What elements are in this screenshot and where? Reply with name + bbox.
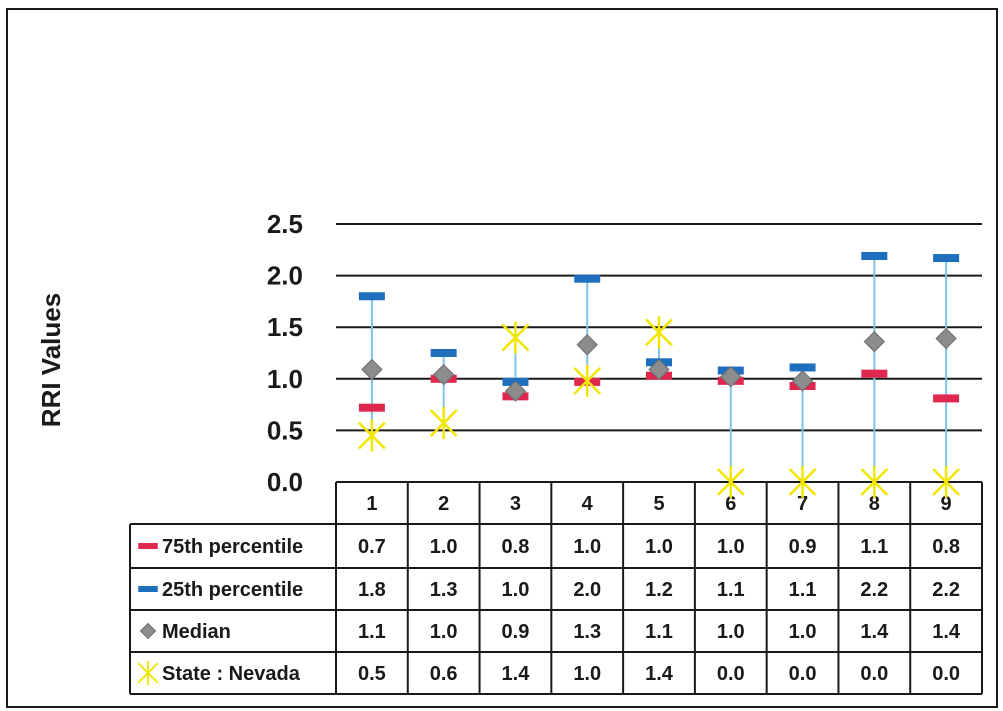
legend-label: State : Nevada bbox=[162, 663, 301, 685]
point-state-nevada bbox=[645, 316, 673, 349]
table-cell: 1.1 bbox=[358, 621, 386, 643]
table-cell: 1.4 bbox=[645, 663, 674, 685]
point-25th-percentile bbox=[861, 251, 888, 260]
point-25th-percentile bbox=[789, 363, 816, 372]
table-cell: 2.2 bbox=[860, 579, 888, 601]
table-cell: 1.3 bbox=[430, 579, 458, 601]
table-cell: 2.0 bbox=[573, 579, 601, 601]
data-table bbox=[129, 481, 983, 695]
point-25th-percentile bbox=[358, 292, 385, 301]
y-tick-label: 1.5 bbox=[267, 312, 303, 342]
point-state-nevada bbox=[358, 419, 386, 452]
table-cell: 1.1 bbox=[717, 579, 745, 601]
category-label: 1 bbox=[366, 493, 377, 515]
table-cell: 1.1 bbox=[860, 536, 888, 558]
category-label: 9 bbox=[941, 493, 952, 515]
legend-label: Median bbox=[162, 621, 231, 643]
table-cell: 1.1 bbox=[645, 621, 673, 643]
y-tick-label: 0.5 bbox=[267, 415, 303, 445]
point-state-nevada bbox=[716, 466, 745, 498]
table-cell: 1.0 bbox=[430, 621, 458, 643]
table-cell: 0.5 bbox=[358, 663, 386, 685]
table-cell: 1.8 bbox=[358, 579, 386, 601]
point-median bbox=[720, 366, 742, 388]
table-cell: 0.0 bbox=[717, 663, 745, 685]
table-cell: 1.2 bbox=[645, 579, 673, 601]
category-label: 4 bbox=[582, 493, 594, 515]
table-cell: 1.0 bbox=[717, 621, 745, 643]
category-label: 5 bbox=[653, 493, 664, 515]
table-cell: 1.0 bbox=[573, 536, 601, 558]
category-label: 3 bbox=[510, 493, 521, 515]
table-cell: 0.6 bbox=[430, 663, 458, 685]
table-cell: 1.0 bbox=[430, 536, 458, 558]
point-state-nevada bbox=[932, 466, 960, 498]
point-median bbox=[432, 363, 455, 386]
legend-label: 25th percentile bbox=[162, 579, 303, 601]
point-state-nevada bbox=[788, 466, 817, 498]
table-cell: 2.2 bbox=[932, 579, 960, 601]
legend-label: 75th percentile bbox=[162, 536, 303, 558]
point-median bbox=[361, 358, 383, 381]
table-cell: 1.0 bbox=[717, 536, 745, 558]
table-cell: 1.0 bbox=[573, 663, 601, 685]
legend-marker bbox=[137, 661, 159, 685]
point-state-nevada bbox=[501, 321, 530, 354]
table-cell: 1.4 bbox=[860, 621, 889, 643]
point-25th-percentile bbox=[430, 349, 457, 357]
legend-marker bbox=[139, 622, 157, 640]
point-75th-percentile bbox=[933, 394, 960, 403]
point-median bbox=[504, 380, 527, 402]
point-state-nevada bbox=[860, 466, 889, 498]
point-median bbox=[576, 334, 598, 356]
table-cell: 0.0 bbox=[932, 663, 960, 685]
table-cell: 0.9 bbox=[502, 621, 530, 643]
chart-frame bbox=[6, 8, 998, 708]
category-label: 8 bbox=[869, 493, 880, 515]
point-median bbox=[935, 327, 957, 350]
point-75th-percentile bbox=[861, 369, 888, 378]
point-state-nevada bbox=[429, 407, 458, 440]
table-cell: 1.0 bbox=[502, 579, 530, 601]
y-tick-label: 2.0 bbox=[267, 261, 303, 291]
table-cell: 1.4 bbox=[932, 621, 961, 643]
table-cell: 0.0 bbox=[860, 663, 888, 685]
point-25th-percentile bbox=[574, 274, 601, 283]
table-cell: 0.7 bbox=[358, 536, 386, 558]
y-tick-label: 2.5 bbox=[267, 209, 303, 239]
point-25th-percentile bbox=[933, 254, 960, 263]
point-median bbox=[648, 358, 670, 381]
point-median bbox=[863, 330, 886, 353]
table-cell: 1.1 bbox=[789, 579, 817, 601]
legend-marker bbox=[138, 586, 158, 592]
category-label: 6 bbox=[725, 493, 736, 515]
table-cell: 1.4 bbox=[502, 663, 531, 685]
category-label: 7 bbox=[797, 493, 808, 515]
legend-marker bbox=[138, 543, 158, 549]
category-label: 2 bbox=[438, 493, 449, 515]
y-tick-label: 1.0 bbox=[267, 364, 303, 394]
point-75th-percentile bbox=[358, 403, 385, 412]
table-cell: 1.0 bbox=[789, 621, 817, 643]
table-cell: 1.0 bbox=[645, 536, 673, 558]
table-cell: 0.0 bbox=[789, 663, 817, 685]
table-cell: 0.8 bbox=[502, 536, 530, 558]
point-median bbox=[791, 370, 814, 392]
table-cell: 0.9 bbox=[789, 536, 817, 558]
table-cell: 1.3 bbox=[573, 621, 601, 643]
point-state-nevada bbox=[573, 364, 602, 397]
table-cell: 0.8 bbox=[932, 536, 960, 558]
y-tick-label: 0.0 bbox=[267, 467, 303, 497]
